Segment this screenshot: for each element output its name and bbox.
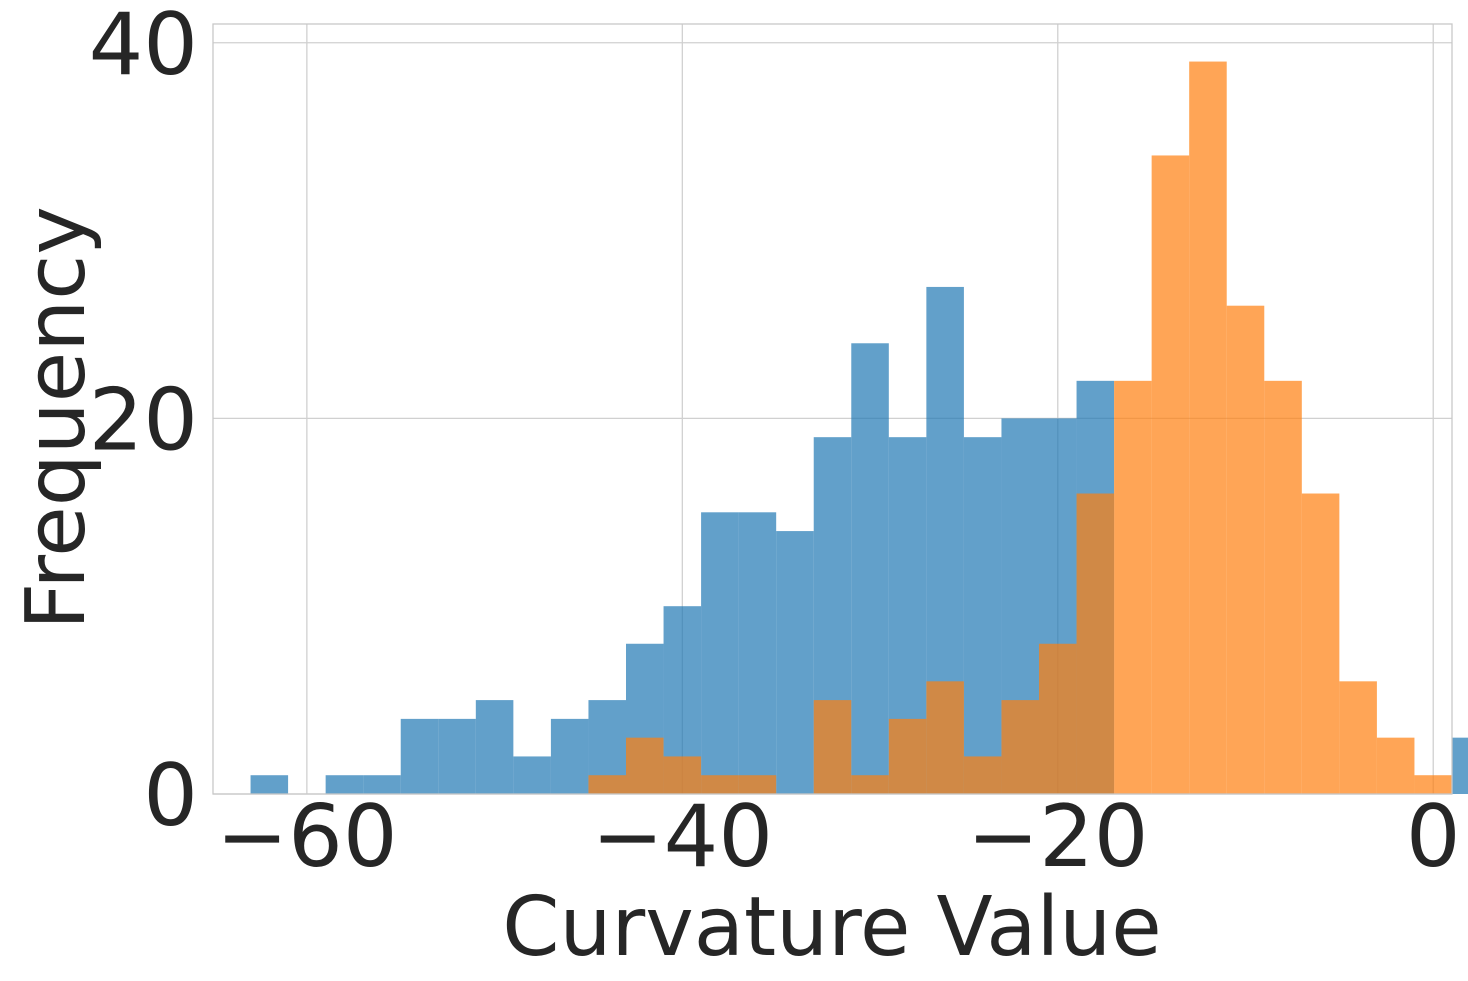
histogram-bar <box>1114 380 1152 794</box>
x-tick-label: 0 <box>1406 787 1461 887</box>
histogram-bar <box>701 512 739 794</box>
histogram-bar <box>1339 681 1377 794</box>
y-axis-label: Frequency <box>9 206 104 630</box>
histogram-bar <box>1151 155 1190 795</box>
histogram-bar <box>513 756 551 794</box>
histogram-bar <box>963 437 1002 794</box>
histogram-bar <box>888 718 927 794</box>
histogram-bar <box>851 343 889 794</box>
histogram-bar <box>1226 305 1265 794</box>
y-tick-label: 0 <box>143 746 198 846</box>
histogram-bar <box>926 681 964 794</box>
histogram-bar <box>363 775 401 794</box>
histogram-bar <box>1301 493 1340 794</box>
y-tick-label: 40 <box>89 0 198 95</box>
histogram-bar <box>400 718 439 794</box>
histogram-bar <box>325 775 364 794</box>
histogram-bar <box>1452 737 1468 794</box>
histogram-bar <box>813 700 852 794</box>
histogram-bar <box>1376 737 1415 794</box>
x-axis-label: Curvature Value <box>502 880 1161 975</box>
y-axis-ticks: 0 20 40 <box>89 0 198 846</box>
histogram-bar <box>1414 775 1452 794</box>
histogram-bar <box>1001 700 1039 794</box>
histogram-bar <box>738 512 777 794</box>
histogram-bar <box>776 531 814 794</box>
histogram-bar <box>1189 61 1227 794</box>
plot-frame <box>212 23 1453 795</box>
y-tick-label: 20 <box>89 370 198 470</box>
series-1-bars <box>588 61 1452 795</box>
histogram-bar <box>475 700 514 794</box>
histogram-bar <box>1264 380 1302 794</box>
histogram-bar <box>588 775 626 794</box>
histogram-bar <box>626 737 664 794</box>
histogram-bar <box>701 775 739 794</box>
histogram-bar <box>851 775 889 794</box>
x-tick-label: −60 <box>216 787 398 887</box>
histogram-bars <box>250 61 1468 795</box>
histogram-bar <box>738 775 777 794</box>
x-axis-ticks: −60 −40 −20 0 <box>216 787 1460 887</box>
histogram-bar <box>1039 643 1077 794</box>
histogram-bar <box>550 718 589 794</box>
histogram-bar <box>250 775 289 794</box>
histogram-bar <box>963 756 1002 794</box>
x-tick-label: −40 <box>592 787 774 887</box>
histogram-bar <box>1076 493 1115 794</box>
histogram-bar <box>438 718 476 794</box>
histogram-bar <box>663 756 702 794</box>
x-tick-label: −20 <box>967 787 1149 887</box>
